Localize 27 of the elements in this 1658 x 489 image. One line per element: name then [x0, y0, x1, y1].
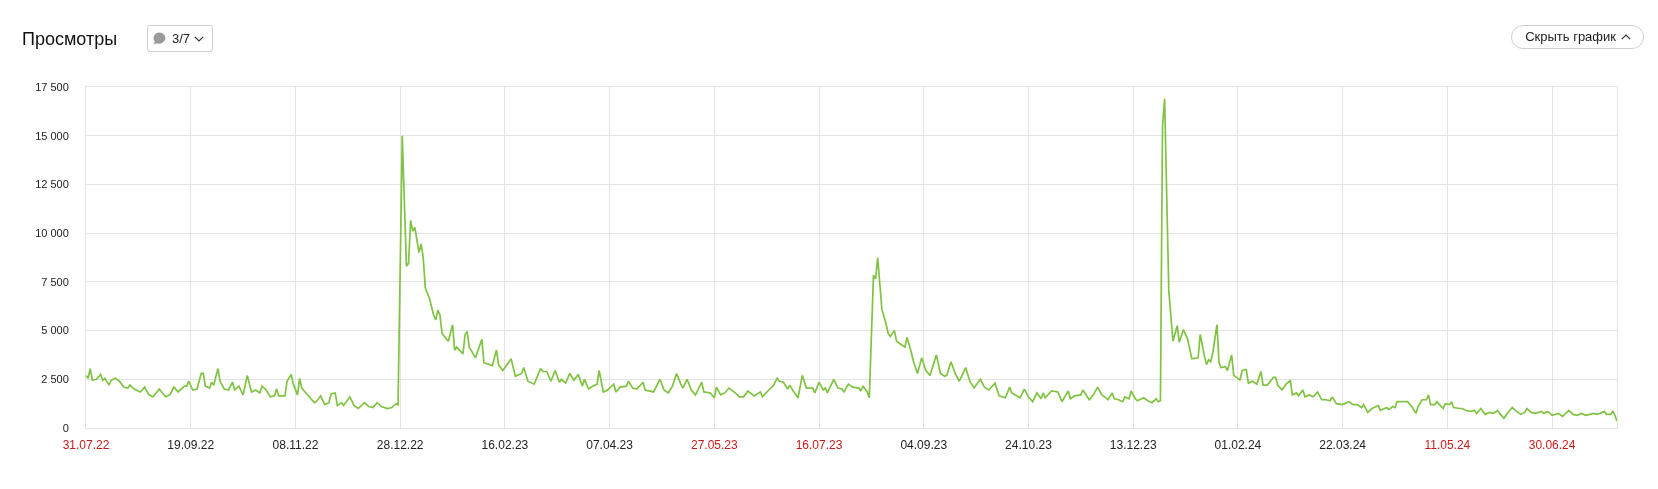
x-tick-label: 16.02.23: [481, 438, 529, 453]
x-tick-label: 28.12.22: [376, 438, 424, 453]
button: Скрыть график: [1511, 25, 1644, 49]
chart-title: Просмотры: [22, 29, 118, 50]
y-tick-label: 15 000: [35, 129, 69, 142]
x-tick-label: 22.03.24: [1319, 438, 1367, 453]
x-tick-label: 16.07.23: [795, 438, 843, 453]
y-tick-label: 5 000: [41, 324, 69, 337]
y-tick-label: 0: [62, 421, 69, 434]
line-series: [86, 97, 1617, 423]
x-tick-label: 04.09.23: [900, 438, 948, 453]
y-tick-label: 2 500: [41, 373, 69, 386]
x-tick-label: 13.12.23: [1109, 438, 1157, 453]
x-tick-label: 27.05.23: [690, 438, 738, 453]
x-tick-label: 08.11.22: [272, 438, 319, 453]
dropdown: 3/7: [147, 25, 214, 52]
y-tick-label: 17 500: [35, 80, 69, 93]
x-tick-label: 24.10.23: [1005, 438, 1053, 453]
y-tick-label: 7 500: [41, 275, 69, 288]
y-tick-label: 12 500: [35, 178, 69, 191]
x-tick-label: 07.04.23: [586, 438, 634, 453]
y-tick-label: 10 000: [35, 226, 69, 239]
x-tick-label: 19.09.22: [167, 438, 215, 453]
x-tick-label: 11.05.24: [1424, 438, 1471, 453]
x-tick-label: 30.06.24: [1528, 438, 1576, 453]
x-tick-label: 01.02.24: [1214, 438, 1262, 453]
x-tick-label: 31.07.22: [62, 438, 110, 453]
